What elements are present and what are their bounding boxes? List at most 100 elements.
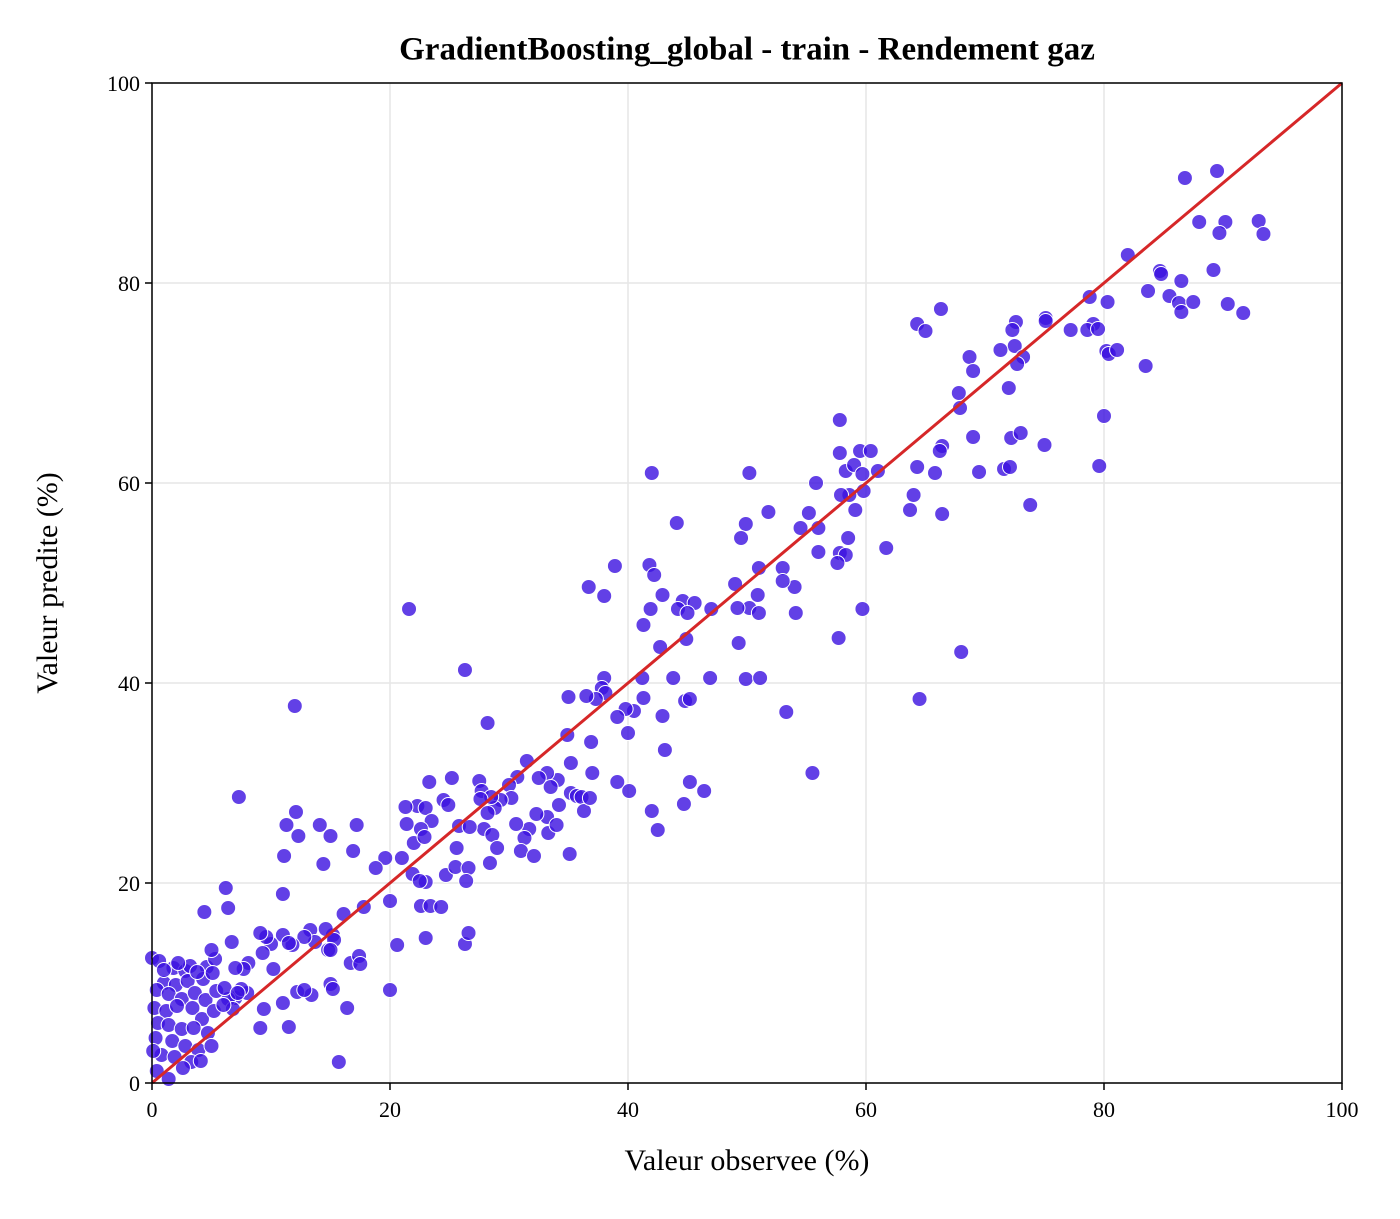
point (254, 945, 271, 961)
point (416, 829, 433, 845)
point (635, 690, 652, 706)
point (752, 670, 769, 686)
point (646, 567, 663, 583)
y-tick-label: 80 (118, 271, 140, 296)
point (654, 587, 671, 603)
point (1109, 342, 1126, 358)
y-axis-label: Valeur predite (%) (31, 472, 64, 694)
point (481, 855, 498, 871)
point (774, 573, 791, 589)
point (345, 843, 362, 859)
point (276, 848, 293, 864)
point (367, 860, 384, 876)
point (174, 1060, 191, 1076)
point (1099, 294, 1116, 310)
point (909, 459, 926, 475)
point (433, 899, 450, 915)
point (862, 443, 879, 459)
point (1090, 321, 1107, 337)
point (265, 961, 282, 977)
point (635, 617, 652, 633)
point (562, 755, 579, 771)
point (315, 856, 332, 872)
point (620, 725, 636, 741)
y-tick-label: 40 (118, 671, 140, 696)
point (750, 605, 767, 621)
point (675, 796, 692, 812)
point (168, 998, 185, 1014)
point (460, 860, 477, 876)
point (649, 822, 666, 838)
point (230, 789, 247, 805)
point (1012, 425, 1029, 441)
point (287, 804, 304, 820)
point (1036, 437, 1053, 453)
point (810, 544, 827, 560)
point (829, 555, 846, 571)
plot-frame (151, 82, 1343, 1084)
point (1022, 497, 1039, 513)
point (311, 817, 328, 833)
point (952, 400, 969, 416)
point (804, 765, 821, 781)
point (197, 992, 214, 1008)
point (560, 689, 577, 705)
point (227, 960, 244, 976)
point (440, 797, 457, 813)
point (831, 445, 848, 461)
point (223, 934, 240, 950)
point (878, 540, 895, 556)
point (278, 817, 295, 833)
point (382, 982, 398, 998)
point (192, 1053, 209, 1069)
point (965, 429, 982, 445)
point (703, 601, 720, 617)
point (792, 520, 809, 536)
point (274, 995, 291, 1011)
point (840, 530, 857, 546)
point (971, 464, 988, 480)
point (1096, 408, 1112, 424)
point (902, 502, 919, 518)
point (609, 774, 626, 790)
point (737, 516, 754, 532)
point (155, 962, 172, 978)
point (215, 997, 232, 1013)
point (417, 930, 434, 946)
point (905, 487, 922, 503)
point (953, 644, 970, 660)
point (411, 873, 428, 889)
point (324, 981, 341, 997)
x-tick-label: 40 (617, 1097, 639, 1122)
point (668, 515, 685, 531)
points (144, 163, 1272, 1087)
point (145, 1043, 162, 1059)
point (398, 816, 415, 832)
point (1140, 283, 1157, 299)
point (681, 774, 698, 790)
point (525, 848, 542, 864)
point (578, 688, 595, 704)
point (147, 1030, 164, 1046)
point (550, 797, 567, 813)
point (575, 803, 592, 819)
chart-title: GradientBoosting_global - train - Rendem… (399, 32, 1095, 68)
point (1173, 304, 1190, 320)
identity-line (151, 81, 1343, 1085)
point (583, 734, 600, 750)
x-axis-label: Valeur observee (%) (625, 1144, 870, 1177)
point (274, 886, 291, 902)
point (696, 783, 713, 799)
x-tick-label: 0 (147, 1097, 158, 1122)
point (911, 691, 928, 707)
point (382, 893, 398, 909)
point (393, 850, 410, 866)
point (479, 805, 496, 821)
point (458, 873, 475, 889)
point (1185, 294, 1202, 310)
point (280, 1019, 297, 1035)
point (847, 502, 864, 518)
point (421, 774, 438, 790)
point (1176, 170, 1193, 186)
point (656, 742, 673, 758)
